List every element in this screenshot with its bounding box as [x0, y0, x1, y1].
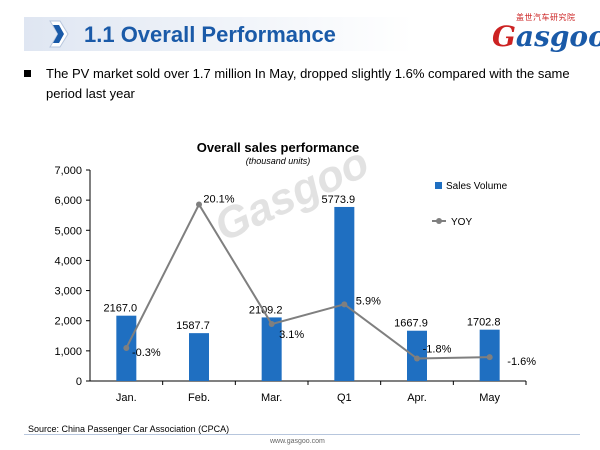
title-bar	[24, 17, 414, 51]
legend-label-yoy: YOY	[451, 217, 472, 228]
bar	[334, 206, 355, 381]
yoy-point	[486, 354, 493, 361]
y-tick-label: 6,000	[54, 195, 82, 207]
yoy-point	[268, 321, 275, 328]
y-tick-label: 0	[76, 376, 82, 388]
x-tick-label: Q1	[337, 392, 352, 404]
yoy-value-label: -1.6%	[507, 356, 536, 368]
chart-title: Overall sales performance	[197, 140, 360, 155]
x-tick-label: Mar.	[261, 392, 282, 404]
legend-bar-swatch	[435, 182, 442, 189]
yoy-point	[196, 201, 202, 208]
y-tick-label: 4,000	[54, 255, 82, 267]
yoy-value-label: 5.9%	[356, 295, 381, 307]
bar-value-label: 1667.9	[394, 318, 428, 330]
yoy-value-label: 3.1%	[279, 329, 304, 341]
yoy-value-label: 20.1%	[203, 193, 234, 205]
y-tick-label: 5,000	[54, 225, 82, 237]
y-tick-label: 1,000	[54, 346, 82, 358]
y-tick-label: 7,000	[54, 165, 82, 177]
bar-value-label: 2167.0	[104, 303, 138, 315]
bar-value-label: 1702.8	[467, 317, 501, 329]
page-title: 1.1 Overall Performance	[84, 22, 336, 47]
bar-value-label: 5773.9	[322, 194, 356, 206]
chart-subtitle: (thousand units)	[246, 156, 311, 166]
slide-header: 1.1 Overall Performance 盖世汽车研究院 Gasgoo	[0, 0, 600, 60]
logo-chinese-text: 盖世汽车研究院	[516, 13, 576, 22]
yoy-point	[414, 355, 420, 362]
x-tick-label: May	[479, 392, 500, 404]
yoy-value-label: -0.3%	[132, 347, 161, 359]
bar	[189, 333, 209, 381]
bullet-text: The PV market sold over 1.7 million In M…	[46, 66, 570, 101]
footer-divider	[24, 434, 580, 435]
x-tick-label: Feb.	[188, 392, 210, 404]
chevron-icon	[49, 20, 69, 48]
sales-chart: Overall sales performance(thousand units…	[54, 140, 536, 404]
bar	[261, 317, 282, 381]
legend-line-marker	[436, 218, 442, 224]
y-tick-label: 2,000	[54, 316, 82, 328]
x-tick-label: Apr.	[407, 392, 427, 404]
yoy-point	[123, 344, 130, 351]
x-tick-label: Jan.	[116, 392, 137, 404]
bar-value-label: 1587.7	[176, 320, 210, 332]
source-note: Source: China Passenger Car Association …	[28, 424, 230, 434]
bullet-square-icon	[24, 70, 31, 77]
yoy-point	[341, 301, 348, 308]
y-tick-label: 3,000	[54, 286, 82, 298]
gasgoo-logo: 盖世汽车研究院 Gasgoo	[488, 12, 600, 54]
yoy-line	[125, 202, 490, 360]
logo-wordmark: Gasgoo	[492, 20, 600, 53]
footer-url: www.gasgoo.com	[270, 438, 325, 445]
bar-value-label: 2109.2	[249, 304, 283, 316]
yoy-value-label: -1.8%	[423, 343, 452, 355]
legend-label-sales: Sales Volume	[446, 181, 508, 192]
